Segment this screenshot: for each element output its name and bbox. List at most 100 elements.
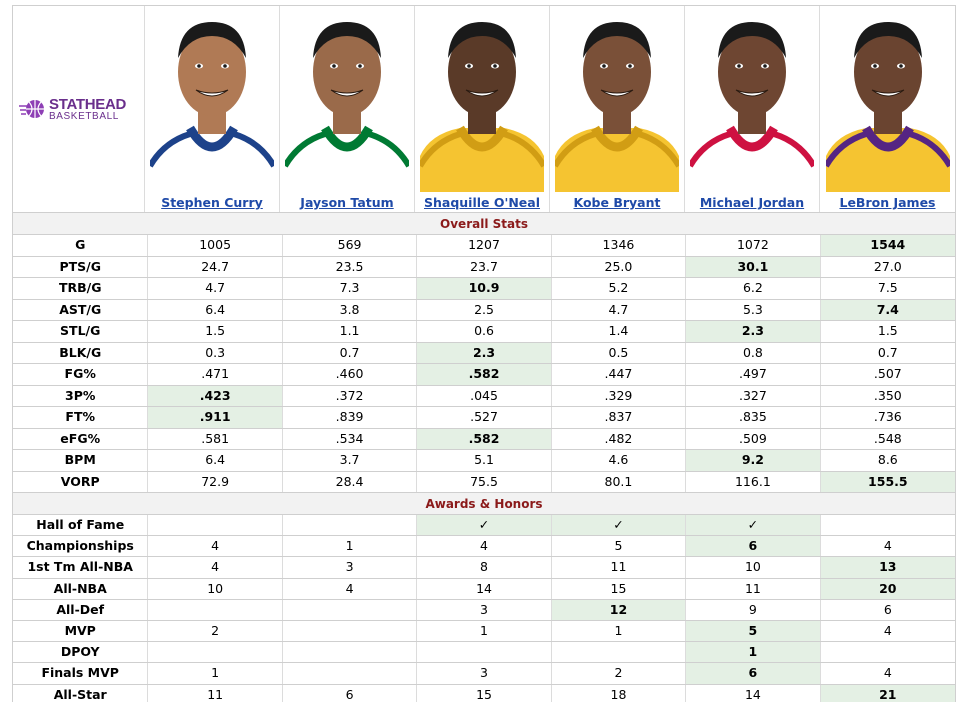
stat-cell-kobe-bryant: 0.5 [552,342,687,363]
stat-cell-lebron-james: .350 [873,387,902,403]
player-name-link[interactable]: Michael Jordan [699,195,805,210]
stat-cell-shaquille-o-neal: 3 [417,599,552,620]
player-column-stephen-curry: Stephen Curry [145,6,280,212]
player-name-link[interactable]: LeBron James [839,195,936,210]
row-label: All-Star [13,684,149,702]
stat-cell-lebron-james: 13 [820,557,956,578]
row-label: Finals MVP [13,663,149,684]
table-row-mvp: MVP 2 1 1 5 4 [13,620,955,643]
stat-cell-shaquille-o-neal: .527 [417,407,552,428]
stat-cell-michael-jordan: 10 [686,557,821,578]
row-label: FT% [13,407,149,428]
table-row-pts-g: PTS/G 24.7 23.5 23.7 25.0 30.1 27.0 [13,256,955,278]
stat-cell-lebron-james: 8.6 [877,452,898,467]
stat-cell-jayson-tatum: .534 [283,428,418,449]
stat-cell-stephen-curry: 6.4 [148,299,283,320]
stat-cell-jayson-tatum [283,515,418,536]
row-label: 1st Tm All-NBA [13,557,149,578]
stathead-logo[interactable]: STATHEAD BASKETBALL [19,97,126,122]
player-photo[interactable] [555,6,679,192]
stat-cell-lebron-james: 6 [883,601,892,617]
stat-cell-michael-jordan: 2.3 [686,321,821,342]
stat-cell-stephen-curry: 1 [148,663,283,684]
stat-cell-kobe-bryant [552,642,687,663]
stat-cell-michael-jordan: 5.3 [686,299,821,320]
table-row-championships: Championships 4 1 4 5 6 4 [13,536,955,558]
table-row-all-def: All-Def 3 12 9 6 [13,599,955,621]
player-name-link[interactable]: Stephen Curry [161,195,263,210]
stat-cell-stephen-curry [148,599,283,620]
player-header-row: STATHEAD BASKETBALL Stephen Curry Jayson … [13,6,955,213]
table-row-3p: 3P% .423.372.045.329.327 .350 [13,385,955,407]
player-name-link[interactable]: Jayson Tatum [300,195,394,210]
stat-cell-jayson-tatum: 7.3 [283,278,418,299]
stat-cell-stephen-curry: 1005 [148,235,283,256]
player-photo[interactable] [420,6,544,192]
row-label: PTS/G [13,256,149,277]
row-label: BLK/G [13,342,149,363]
row-label: G [13,235,149,256]
stat-cell-michael-jordan: 5 [686,620,821,642]
stat-cell-kobe-bryant: .329 [552,385,687,406]
stat-cell-jayson-tatum: 3.7 [283,450,418,471]
stat-cell-jayson-tatum: 569 [283,235,418,256]
stat-cell-kobe-bryant: 4.6 [552,450,687,471]
stat-cell-jayson-tatum: 23.5 [283,256,418,277]
table-row-ft: FT% .911.839.527.837.835 .736 [13,407,955,429]
stat-cell-shaquille-o-neal: .582 [417,364,552,385]
stat-cell-stephen-curry [148,515,283,536]
stat-cell-jayson-tatum [283,663,418,684]
logo-wordmark-top: STATHEAD [49,95,127,113]
table-row-trb-g: TRB/G 4.7 7.3 10.9 5.2 6.2 7.5 [13,278,955,300]
stat-cell-jayson-tatum: .460 [283,364,418,385]
stat-cell-stephen-curry: .471 [148,364,283,385]
player-name-link[interactable]: Shaquille O'Neal [424,195,540,210]
player-photo[interactable] [285,6,409,192]
stat-cell-jayson-tatum: .839 [283,407,418,428]
stat-cell-stephen-curry: .581 [148,428,283,449]
player-column-shaquille-o-neal: Shaquille O'Neal [415,6,550,212]
table-row-all-star: All-Star 11 6 15 18 14 21 [13,684,956,702]
stat-cell-kobe-bryant: 15 [552,578,687,599]
stat-cell-shaquille-o-neal: 15 [417,684,552,702]
stat-cell-kobe-bryant: 12 [551,599,687,620]
stat-cell-jayson-tatum: 1.1 [283,321,418,342]
stat-cell-jayson-tatum: 4 [283,578,418,599]
player-photo[interactable] [150,6,274,192]
table-row-vorp: VORP 72.9 28.4 75.5 80.1 116.1 155.5 [13,471,956,493]
stat-cell-lebron-james: 155.5 [820,471,956,492]
stat-cell-lebron-james: 0.7 [877,344,898,360]
stat-cell-jayson-tatum [283,642,418,663]
stat-cell-stephen-curry: .423 [148,385,283,406]
stat-cell-shaquille-o-neal: 2.3 [417,342,552,363]
stat-cell-lebron-james: .548 [873,430,902,446]
stat-cell-jayson-tatum: 0.7 [283,342,418,363]
player-photo[interactable] [825,6,950,192]
player-photo[interactable] [690,6,814,192]
stat-cell-michael-jordan: 11 [686,578,821,599]
player-name-link[interactable]: Kobe Bryant [573,195,661,210]
stat-cell-kobe-bryant: ✓ [551,515,687,536]
stat-cell-lebron-james: .736 [873,409,902,424]
stat-cell-michael-jordan: 30.1 [686,256,821,277]
stat-cell-michael-jordan: .497 [686,364,821,385]
stat-cell-michael-jordan: 1 [686,642,821,663]
stat-cell-kobe-bryant: 2 [552,663,687,684]
row-label: DPOY [13,642,149,663]
stat-cell-lebron-james: 21 [820,684,956,702]
stat-cell-michael-jordan: 116.1 [686,471,821,492]
stat-cell-shaquille-o-neal: 3 [417,663,552,684]
row-label: Championships [13,536,149,557]
row-label: 3P% [13,385,149,406]
basketball-logo-icon [19,100,44,118]
stat-cell-shaquille-o-neal: 8 [417,557,552,578]
stat-cell-kobe-bryant: 1.4 [552,321,687,342]
stat-cell-kobe-bryant: 80.1 [552,471,687,492]
table-row-g: G 1005 569 1207 1346 1072 1544 [13,235,956,257]
stat-cell-kobe-bryant: 18 [552,684,687,702]
stat-cell-kobe-bryant: 1346 [552,235,687,256]
stat-cell-shaquille-o-neal: 1 [417,620,552,642]
row-label: BPM [13,450,149,471]
stat-cell-shaquille-o-neal [417,642,552,663]
stat-cell-shaquille-o-neal: 10.9 [417,278,552,299]
